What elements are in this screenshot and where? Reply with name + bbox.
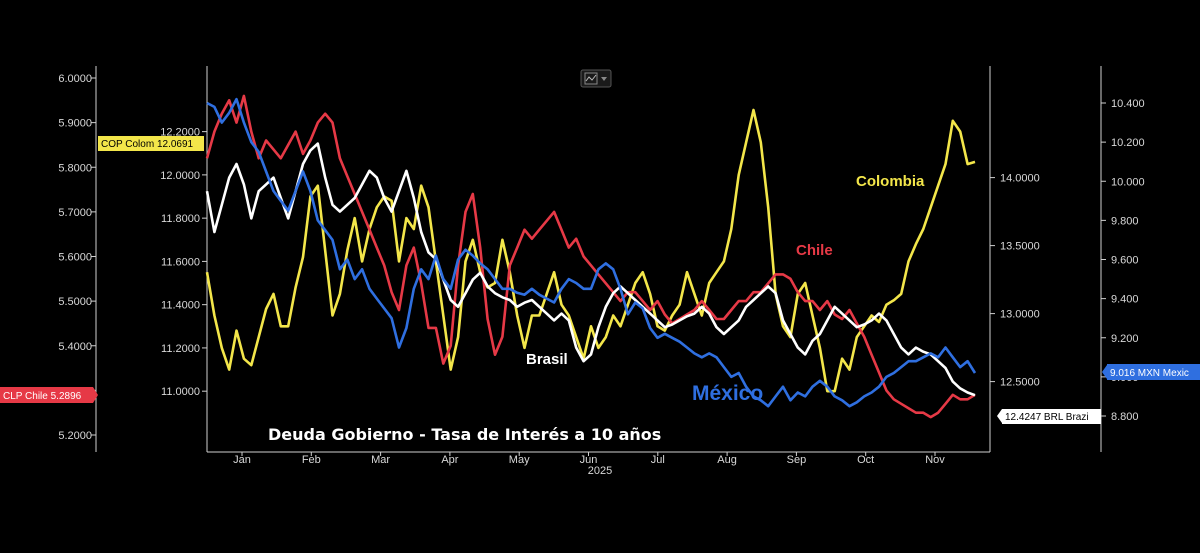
callout-brasil-text: 12.4247 BRL Brazi bbox=[1005, 412, 1089, 423]
callout-colombia-text: COP Colom 12.0691 bbox=[101, 139, 194, 150]
line-chart-icon bbox=[585, 74, 597, 82]
series-label-colombia: Colombia bbox=[856, 173, 925, 190]
month-label-jan: Jan bbox=[233, 454, 251, 466]
tick-label-colombia: 11.8000 bbox=[161, 213, 200, 225]
month-label-aug: Aug bbox=[717, 454, 737, 466]
month-label-oct: Oct bbox=[857, 454, 874, 466]
series-line-brasil bbox=[205, 142, 976, 397]
tick-label-colombia: 12.0000 bbox=[160, 170, 200, 182]
tick-label-brasil: 12.5000 bbox=[1000, 377, 1040, 389]
month-label-sep: Sep bbox=[787, 454, 807, 466]
tick-label-mexico: 9.800 bbox=[1111, 215, 1139, 227]
month-label-may: May bbox=[509, 454, 530, 466]
month-label-feb: Feb bbox=[302, 454, 321, 466]
month-label-jul: Jul bbox=[651, 454, 665, 466]
tick-label-colombia: 11.0000 bbox=[161, 386, 200, 398]
year-label: 2025 bbox=[588, 465, 612, 477]
tick-label-chile: 5.6000 bbox=[58, 252, 92, 264]
tick-label-mexico: 10.000 bbox=[1111, 176, 1145, 188]
tick-label-colombia: 11.6000 bbox=[161, 256, 200, 268]
tick-label-chile: 5.5000 bbox=[58, 296, 92, 308]
callout-brasil: 12.4247 BRL Brazi bbox=[997, 409, 1101, 424]
callout-mexico: 9.016 MXN Mexic bbox=[1102, 364, 1200, 380]
tick-label-mexico: 9.600 bbox=[1111, 255, 1139, 267]
tick-label-mexico: 10.200 bbox=[1111, 137, 1145, 149]
tick-label-chile: 5.2000 bbox=[58, 430, 92, 442]
chevron-down-icon bbox=[601, 77, 607, 81]
series-label-brasil: Brasil bbox=[526, 351, 568, 368]
series-line-mexico bbox=[206, 97, 977, 408]
series-label-chile: Chile bbox=[796, 242, 833, 259]
tick-label-chile: 5.7000 bbox=[58, 207, 92, 219]
callout-colombia: COP Colom 12.0691 bbox=[98, 136, 204, 151]
month-label-nov: Nov bbox=[925, 454, 945, 466]
tick-label-chile: 5.8000 bbox=[58, 162, 92, 174]
month-label-apr: Apr bbox=[441, 454, 458, 466]
tick-label-brasil: 14.0000 bbox=[1000, 173, 1040, 185]
tick-label-mexico: 8.800 bbox=[1111, 411, 1139, 423]
tick-label-mexico: 9.400 bbox=[1111, 294, 1139, 306]
chart-type-toggle-button[interactable] bbox=[580, 69, 612, 88]
month-label-jun: Jun bbox=[580, 454, 598, 466]
tick-label-brasil: 13.5000 bbox=[1000, 241, 1040, 253]
month-label-mar: Mar bbox=[371, 454, 390, 466]
tick-label-colombia: 11.4000 bbox=[161, 300, 200, 312]
callout-mexico-text: 9.016 MXN Mexic bbox=[1110, 368, 1189, 379]
chart-title: Deuda Gobierno - Tasa de Interés a 10 añ… bbox=[268, 425, 661, 444]
tick-label-brasil: 13.0000 bbox=[1000, 309, 1040, 321]
tick-label-mexico: 10.400 bbox=[1111, 98, 1145, 110]
tick-label-colombia: 12.2000 bbox=[160, 127, 200, 139]
tick-label-chile: 5.4000 bbox=[58, 341, 92, 353]
callout-chile-text: CLP Chile 5.2896 bbox=[3, 391, 82, 402]
tick-label-mexico: 9.200 bbox=[1111, 333, 1139, 345]
callout-chile: CLP Chile 5.2896 bbox=[0, 387, 98, 403]
series-label-mexico: México bbox=[692, 382, 763, 405]
series-line-chile bbox=[205, 94, 976, 419]
tick-label-colombia: 11.2000 bbox=[161, 343, 200, 355]
series-line-colombia bbox=[205, 108, 976, 393]
tick-label-chile: 6.0000 bbox=[58, 73, 92, 85]
tick-label-chile: 5.9000 bbox=[58, 118, 92, 130]
